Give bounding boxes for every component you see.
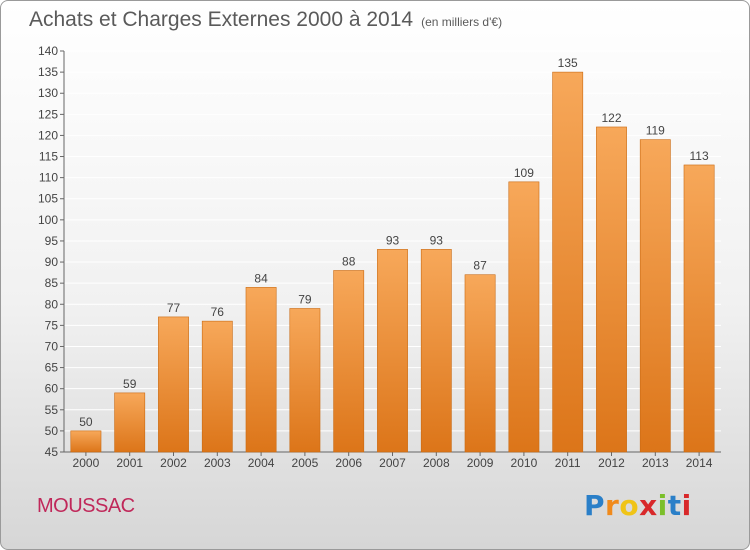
bar-2013 bbox=[639, 139, 671, 453]
y-tick-label: 110 bbox=[39, 171, 58, 185]
bar-2009 bbox=[464, 274, 496, 453]
y-tick-label: 120 bbox=[38, 128, 58, 142]
bar-2010 bbox=[508, 181, 540, 453]
bar-2000 bbox=[70, 430, 102, 453]
proxiti-logo: Proxiti bbox=[584, 489, 692, 522]
data-labels: 50 59 77 76 84 79 88 93 93 87 109 135 122 119 113 bbox=[79, 56, 709, 429]
data-label-2003: 76 bbox=[211, 305, 225, 319]
commune-name: MOUSSAC bbox=[37, 495, 135, 517]
y-tick-label: 95 bbox=[45, 234, 59, 248]
chart-title-text: Achats et Charges Externes 2000 à 2014 bbox=[29, 8, 414, 31]
data-label-2002: 77 bbox=[167, 301, 181, 315]
y-tick-label: 125 bbox=[38, 107, 58, 121]
data-label-2012: 122 bbox=[601, 111, 621, 125]
bar-2003 bbox=[201, 320, 233, 453]
y-tick-label: 105 bbox=[38, 192, 58, 206]
data-label-2014: 113 bbox=[690, 149, 709, 163]
x-tick-label-2004: 2004 bbox=[248, 456, 275, 470]
y-tick-label: 135 bbox=[38, 65, 58, 79]
y-tick-label: 85 bbox=[45, 276, 59, 290]
x-tick-label-2009: 2009 bbox=[467, 456, 494, 470]
data-label-2011: 135 bbox=[558, 56, 578, 70]
data-label-2000: 50 bbox=[79, 415, 93, 429]
x-tick-label-2000: 2000 bbox=[73, 456, 100, 470]
bars bbox=[70, 71, 715, 453]
y-tick-label: 55 bbox=[45, 403, 59, 417]
y-tick-label: 140 bbox=[38, 44, 58, 58]
x-tick-label-2002: 2002 bbox=[160, 456, 187, 470]
bar-2004 bbox=[245, 287, 277, 453]
y-tick-label: 130 bbox=[38, 86, 58, 100]
y-tick-label: 65 bbox=[45, 361, 59, 375]
y-tick-label: 80 bbox=[45, 297, 59, 311]
axes: 45 50 55 60 65 70 75 80 85 90 95 100 105 110 115 120 125… bbox=[38, 44, 721, 470]
bar-2002 bbox=[158, 316, 189, 453]
data-label-2004: 84 bbox=[254, 271, 268, 285]
data-label-2010: 109 bbox=[514, 166, 534, 180]
data-label-2008: 93 bbox=[430, 233, 444, 247]
logo-letter: i bbox=[681, 489, 692, 522]
bar-2001 bbox=[114, 392, 146, 453]
x-tick-label-2010: 2010 bbox=[511, 456, 538, 470]
logo-letter: i bbox=[657, 489, 668, 522]
data-label-2001: 59 bbox=[123, 377, 137, 391]
x-tick-label-2011: 2011 bbox=[555, 456, 581, 470]
data-label-2013: 119 bbox=[646, 124, 665, 138]
x-tick-label-2003: 2003 bbox=[204, 456, 231, 470]
logo-letter: x bbox=[639, 489, 658, 522]
data-label-2006: 88 bbox=[342, 254, 356, 268]
x-tick-label-2014: 2014 bbox=[686, 456, 713, 470]
y-tick-label: 60 bbox=[45, 382, 59, 396]
x-tick-label-2006: 2006 bbox=[335, 456, 362, 470]
y-tick-label: 70 bbox=[45, 339, 59, 353]
bar-2012 bbox=[596, 126, 627, 453]
y-tick-label: 115 bbox=[39, 150, 58, 164]
logo-letter: t bbox=[667, 489, 682, 522]
logo-letter: r bbox=[605, 489, 620, 522]
y-tick-label: 90 bbox=[45, 255, 59, 269]
y-tick-label: 75 bbox=[45, 318, 59, 332]
x-tick-label-2001: 2001 bbox=[116, 456, 143, 470]
chart-title: Achats et Charges Externes 2000 à 2014 (e… bbox=[29, 8, 502, 32]
x-tick-label-2007: 2007 bbox=[379, 456, 406, 470]
bar-2014 bbox=[683, 164, 715, 453]
x-tick-label-2012: 2012 bbox=[598, 456, 625, 470]
data-label-2005: 79 bbox=[298, 292, 312, 306]
y-tick-label: 100 bbox=[38, 213, 58, 227]
logo-letter: P bbox=[584, 489, 606, 522]
x-tick-label-2013: 2013 bbox=[642, 456, 669, 470]
chart-unit: (en milliers d'€) bbox=[421, 15, 503, 29]
y-tick-label: 50 bbox=[45, 424, 59, 438]
bar-2011 bbox=[552, 71, 584, 453]
bar-2007 bbox=[377, 249, 408, 453]
x-tick-label-2008: 2008 bbox=[423, 456, 450, 470]
logo-letter: o bbox=[619, 489, 640, 522]
bar-2005 bbox=[289, 308, 321, 453]
data-label-2007: 93 bbox=[386, 233, 400, 247]
bar-2006 bbox=[333, 270, 365, 453]
x-tick-label-2005: 2005 bbox=[292, 456, 319, 470]
data-label-2009: 87 bbox=[473, 259, 487, 273]
bar-2008 bbox=[420, 249, 452, 453]
y-tick-label: 45 bbox=[45, 445, 59, 459]
